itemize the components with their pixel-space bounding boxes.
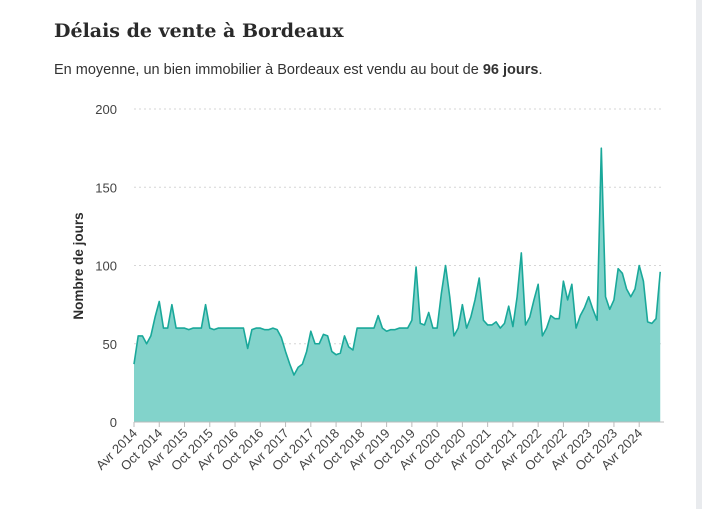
series-line (133, 147, 662, 376)
average-days-value: 96 jours (482, 62, 539, 78)
y-tick-label: 0 (110, 415, 117, 430)
y-axis-label: Nombre de jours (71, 212, 86, 319)
chart-subtitle: En moyenne, un bien immobilier à Bordeau… (54, 62, 542, 78)
subtitle-prefix: En moyenne, un bien immobilier à Bordeau… (54, 62, 483, 78)
page-edge (696, 0, 702, 509)
y-tick-label: 150 (95, 180, 117, 195)
series-area (134, 148, 661, 422)
y-tick-label: 200 (95, 102, 117, 117)
subtitle-suffix: . (538, 62, 543, 78)
y-tick-label: 100 (95, 259, 117, 274)
y-tick-label: 50 (103, 337, 117, 352)
chart-title: Délais de vente à Bordeaux (54, 20, 344, 42)
